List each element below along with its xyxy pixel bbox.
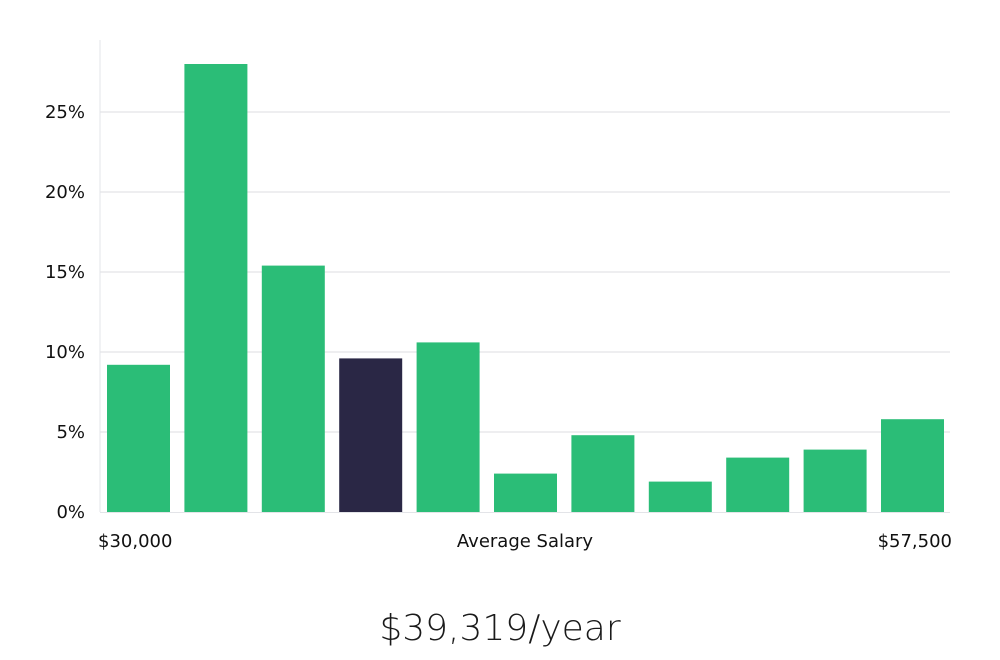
average-salary-value: $39,319/year: [379, 608, 621, 649]
bar: [648, 481, 712, 512]
salary-histogram: 0%5%10%15%20%25% $30,000 Average Salary …: [45, 40, 952, 552]
bar: [494, 473, 557, 512]
y-tick-label: 10%: [45, 342, 85, 363]
y-axis: 0% 5% 10% 15% 20% 25%: [45, 102, 85, 523]
bar: [881, 419, 944, 512]
bar: [261, 265, 325, 512]
x-max-label: $57,500: [878, 531, 952, 552]
bar: [107, 364, 170, 512]
x-axis-title: Average Salary: [457, 531, 594, 552]
bar: [416, 342, 480, 512]
y-tick-label: 25%: [45, 102, 85, 123]
y-tick-label: 20%: [45, 182, 85, 203]
y-tick-label: 15%: [45, 262, 85, 283]
y-tick-label: 0%: [56, 502, 85, 523]
bar-highlighted: [339, 358, 403, 512]
bars: [107, 64, 944, 512]
y-tick-label: 5%: [56, 422, 85, 443]
bar: [571, 435, 635, 512]
bar: [803, 449, 867, 512]
bar: [184, 64, 248, 512]
bar: [726, 457, 790, 512]
x-min-label: $30,000: [98, 531, 172, 552]
